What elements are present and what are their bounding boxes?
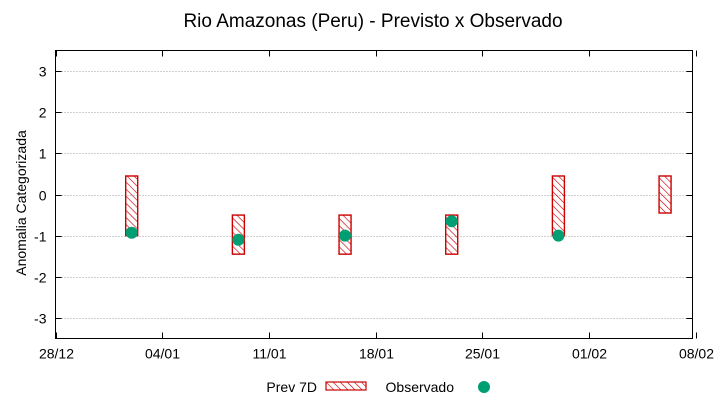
x-tick-label: 28/12 xyxy=(39,346,74,362)
forecast-range-bar xyxy=(658,175,672,214)
y-tick-label: 2 xyxy=(39,105,47,121)
x-tick-label: 11/01 xyxy=(253,346,287,362)
x-tick-label: 04/01 xyxy=(145,346,180,362)
axes: 3 2 1 0 -1 -2 -3 28/12 04/01 11/01 18/01 25/01 01/02… xyxy=(34,50,714,362)
x-tick-label: 18/01 xyxy=(359,346,394,362)
x-tick-label: 08/02 xyxy=(679,346,714,362)
y-tick-label: 3 xyxy=(39,64,47,80)
legend-label-observado: Observado xyxy=(386,379,455,395)
y-tick-label: -1 xyxy=(34,229,47,245)
y-tick-label: 0 xyxy=(39,188,47,204)
observed-point xyxy=(339,229,352,242)
legend-label-prev: Prev 7D xyxy=(266,379,317,395)
observed-point xyxy=(445,215,458,228)
y-tick-label: -2 xyxy=(34,270,47,286)
y-axis-label: Anomalia Categorizada xyxy=(13,130,29,276)
plot-frame xyxy=(55,50,693,339)
observed-point xyxy=(552,229,565,242)
forecast-range-bar xyxy=(124,175,139,237)
legend: Prev 7D Observado xyxy=(266,379,490,395)
observed-point xyxy=(232,233,245,246)
grid xyxy=(55,71,693,319)
series xyxy=(124,175,672,255)
forecast-range-bar xyxy=(551,175,566,237)
y-tick-label: -3 xyxy=(34,311,47,327)
legend-marker-observado xyxy=(478,381,490,393)
x-tick-label: 25/01 xyxy=(465,346,500,362)
chart-title: Rio Amazonas (Peru) - Previsto x Observa… xyxy=(183,11,562,32)
observed-point xyxy=(125,226,138,239)
legend-swatch-prev xyxy=(325,381,367,391)
y-tick-label: 1 xyxy=(39,146,47,162)
x-tick-label: 01/02 xyxy=(572,346,607,362)
